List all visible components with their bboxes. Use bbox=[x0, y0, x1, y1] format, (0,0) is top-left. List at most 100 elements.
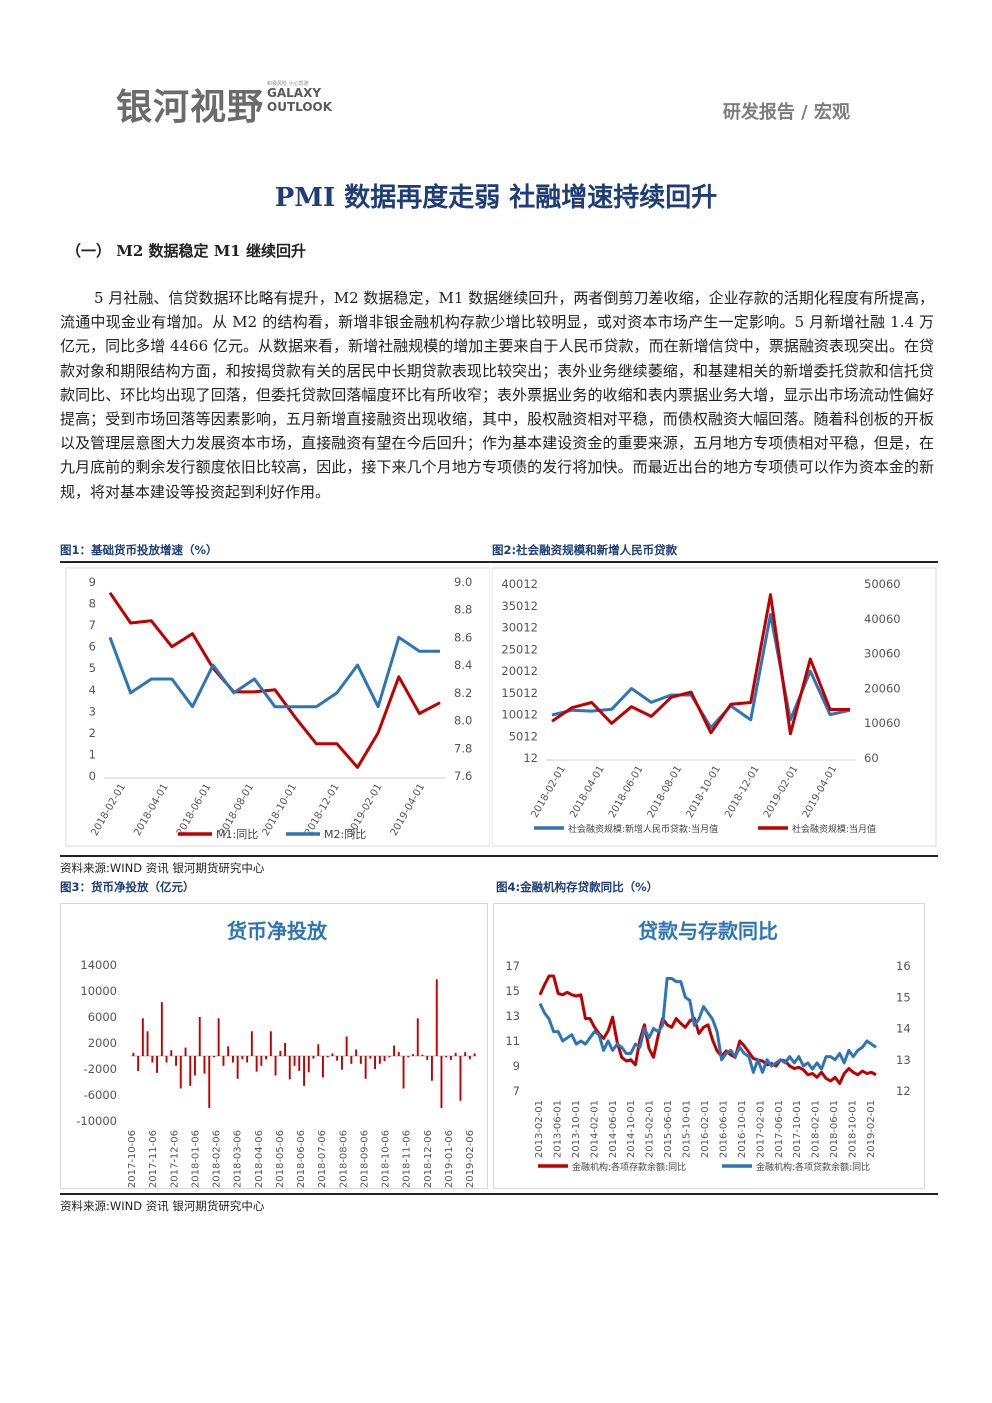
x-tick-label: 2015-02-01 bbox=[645, 1100, 656, 1158]
y-right-tick-label: 40060 bbox=[864, 612, 901, 626]
y-left-tick-label: 5012 bbox=[509, 729, 538, 743]
x-tick-label: 2017-02-01 bbox=[755, 1100, 766, 1158]
body-paragraph: 5 月社融、信贷数据环比略有提升，M2 数据稳定，M1 数据继续回升，两者倒剪刀… bbox=[60, 289, 934, 501]
bar bbox=[156, 1056, 158, 1073]
x-tick-label: 2019-01-06 bbox=[444, 1130, 455, 1188]
bar bbox=[397, 1052, 400, 1056]
x-tick-label: 2019-02-01 bbox=[866, 1100, 877, 1158]
y-tick-label: -6000 bbox=[84, 1088, 117, 1102]
x-tick-label: 2014-10-01 bbox=[626, 1100, 637, 1158]
x-tick-label: 2016-06-01 bbox=[718, 1100, 729, 1158]
bar bbox=[473, 1053, 476, 1056]
y-right-tick-label: 12 bbox=[896, 1084, 911, 1098]
y-right-tick-label: 8.4 bbox=[454, 658, 472, 672]
y-tick-label: 10000 bbox=[80, 984, 117, 998]
x-tick-label: 2018-06-01 bbox=[175, 782, 214, 838]
source-note-2: 资料来源:WIND 资讯 银河期货研究中心 bbox=[60, 1199, 265, 1213]
x-tick-label: 2018-11-06 bbox=[402, 1130, 413, 1188]
bar bbox=[227, 1046, 230, 1057]
y-left-tick-label: 15 bbox=[505, 984, 520, 998]
bar bbox=[255, 1056, 258, 1072]
bar bbox=[378, 1056, 381, 1064]
y-tick-label: -10000 bbox=[76, 1114, 117, 1128]
x-tick-label: 2017-06-01 bbox=[774, 1100, 785, 1158]
page-title: PMI 数据再度走弱 社融增速持续回升 bbox=[274, 183, 718, 213]
x-tick-label: 2013-10-01 bbox=[571, 1100, 582, 1158]
x-tick-label: 2018-02-06 bbox=[212, 1130, 223, 1188]
y-left-tick-label: 40012 bbox=[501, 577, 538, 591]
x-tick-label: 2019-04-01 bbox=[389, 782, 428, 838]
y-right-tick-label: 8.8 bbox=[454, 603, 472, 617]
bar bbox=[364, 1056, 367, 1079]
bar bbox=[141, 1018, 144, 1056]
y-left-tick-label: 5 bbox=[89, 661, 96, 675]
bar bbox=[435, 979, 438, 1056]
x-tick-label: 2018-04-06 bbox=[254, 1130, 265, 1188]
bar bbox=[265, 1056, 267, 1060]
bar bbox=[331, 1053, 334, 1056]
bar bbox=[279, 1050, 282, 1056]
bar bbox=[312, 1056, 315, 1059]
bar bbox=[222, 1056, 225, 1066]
x-tick-label: 2018-10-01 bbox=[260, 782, 299, 838]
y-right-tick-label: 8.0 bbox=[454, 714, 472, 728]
bar bbox=[179, 1056, 182, 1089]
bar bbox=[345, 1036, 348, 1056]
x-tick-label: 2014-06-01 bbox=[608, 1100, 619, 1158]
y-left-tick-label: 20012 bbox=[501, 664, 538, 678]
figure4-panel: 贷款与存款同比 7 9 11 13 15 17 12 13 14 15 16 2013-02-01 201… bbox=[493, 903, 925, 1189]
y-right-tick-label: 13 bbox=[896, 1053, 911, 1067]
figure1-caption: 图1：基础货币投放增速（%） bbox=[60, 543, 218, 557]
bar bbox=[170, 1050, 173, 1056]
bar bbox=[284, 1043, 286, 1056]
legend-label-1: M1:同比 bbox=[216, 828, 258, 841]
x-tick-label: 2018-03-06 bbox=[233, 1130, 244, 1188]
y-tick-label: 2000 bbox=[88, 1036, 117, 1050]
bar bbox=[274, 1056, 277, 1076]
bar bbox=[241, 1056, 244, 1060]
x-tick-label: 2017-10-06 bbox=[127, 1130, 138, 1188]
legend-label-1: 金融机构:各项存款余额:同比 bbox=[572, 1161, 686, 1173]
y-left-tick-label: 1 bbox=[89, 747, 96, 761]
bar bbox=[213, 1056, 215, 1058]
x-tick-label: 2018-10-06 bbox=[381, 1130, 392, 1188]
y-left-tick-label: 15012 bbox=[501, 686, 538, 700]
y-left-tick-label: 13 bbox=[505, 1009, 520, 1023]
y-left-tick-label: 4 bbox=[89, 683, 96, 697]
y-right-tick-label: 8.2 bbox=[454, 686, 472, 700]
logo-english-line2: OUTLOOK bbox=[267, 100, 333, 114]
bar bbox=[359, 1056, 362, 1064]
bar bbox=[459, 1056, 462, 1101]
y-right-tick-label: 14 bbox=[896, 1022, 911, 1036]
logo-english-line1: GALAXY bbox=[267, 86, 322, 100]
bar bbox=[232, 1056, 234, 1063]
legend-label-2: M2:同比 bbox=[324, 828, 366, 841]
y-right-tick-label: 10060 bbox=[864, 716, 901, 730]
x-tick-label: 2013-06-01 bbox=[552, 1100, 563, 1158]
y-tick-label: 14000 bbox=[80, 958, 117, 972]
figure4-caption: 图4:金融机构存贷款同比（%） bbox=[496, 880, 659, 894]
bar bbox=[189, 1056, 192, 1086]
y-right-tick-label: 15 bbox=[896, 990, 911, 1004]
figure3-chart: 货币净投放 -10000 -6000 -2000 2000 6000 10000 14000 2… bbox=[76, 919, 477, 1188]
x-tick-label: 2018-04-01 bbox=[132, 782, 171, 838]
figure4-chart: 贷款与存款同比 7 9 11 13 15 17 12 13 14 15 16 2013-02-01 201… bbox=[505, 919, 911, 1173]
x-tick-label: 2018-10-01 bbox=[684, 764, 723, 820]
y-left-tick-label: 35012 bbox=[501, 599, 538, 613]
x-tick-label: 2015-10-01 bbox=[682, 1100, 693, 1158]
y-left-tick-label: 8 bbox=[89, 597, 96, 611]
bar bbox=[293, 1056, 296, 1066]
bar bbox=[269, 1031, 272, 1056]
series-line-2 bbox=[108, 635, 440, 709]
y-left-tick-label: 3 bbox=[89, 704, 96, 718]
y-tick-label: -2000 bbox=[84, 1062, 117, 1076]
source-note-1: 资料来源:WIND 资讯 银河期货研究中心 bbox=[60, 861, 265, 875]
x-tick-label: 2015-06-01 bbox=[663, 1100, 674, 1158]
x-tick-label: 2016-10-01 bbox=[737, 1100, 748, 1158]
bar bbox=[421, 1054, 424, 1056]
x-tick-label: 2018-12-01 bbox=[723, 764, 762, 820]
chart-title: 货币净投放 bbox=[227, 919, 328, 943]
x-tick-label: 2019-02-06 bbox=[465, 1130, 476, 1188]
bar bbox=[374, 1056, 376, 1069]
x-tick-label: 2018-04-01 bbox=[568, 764, 607, 820]
